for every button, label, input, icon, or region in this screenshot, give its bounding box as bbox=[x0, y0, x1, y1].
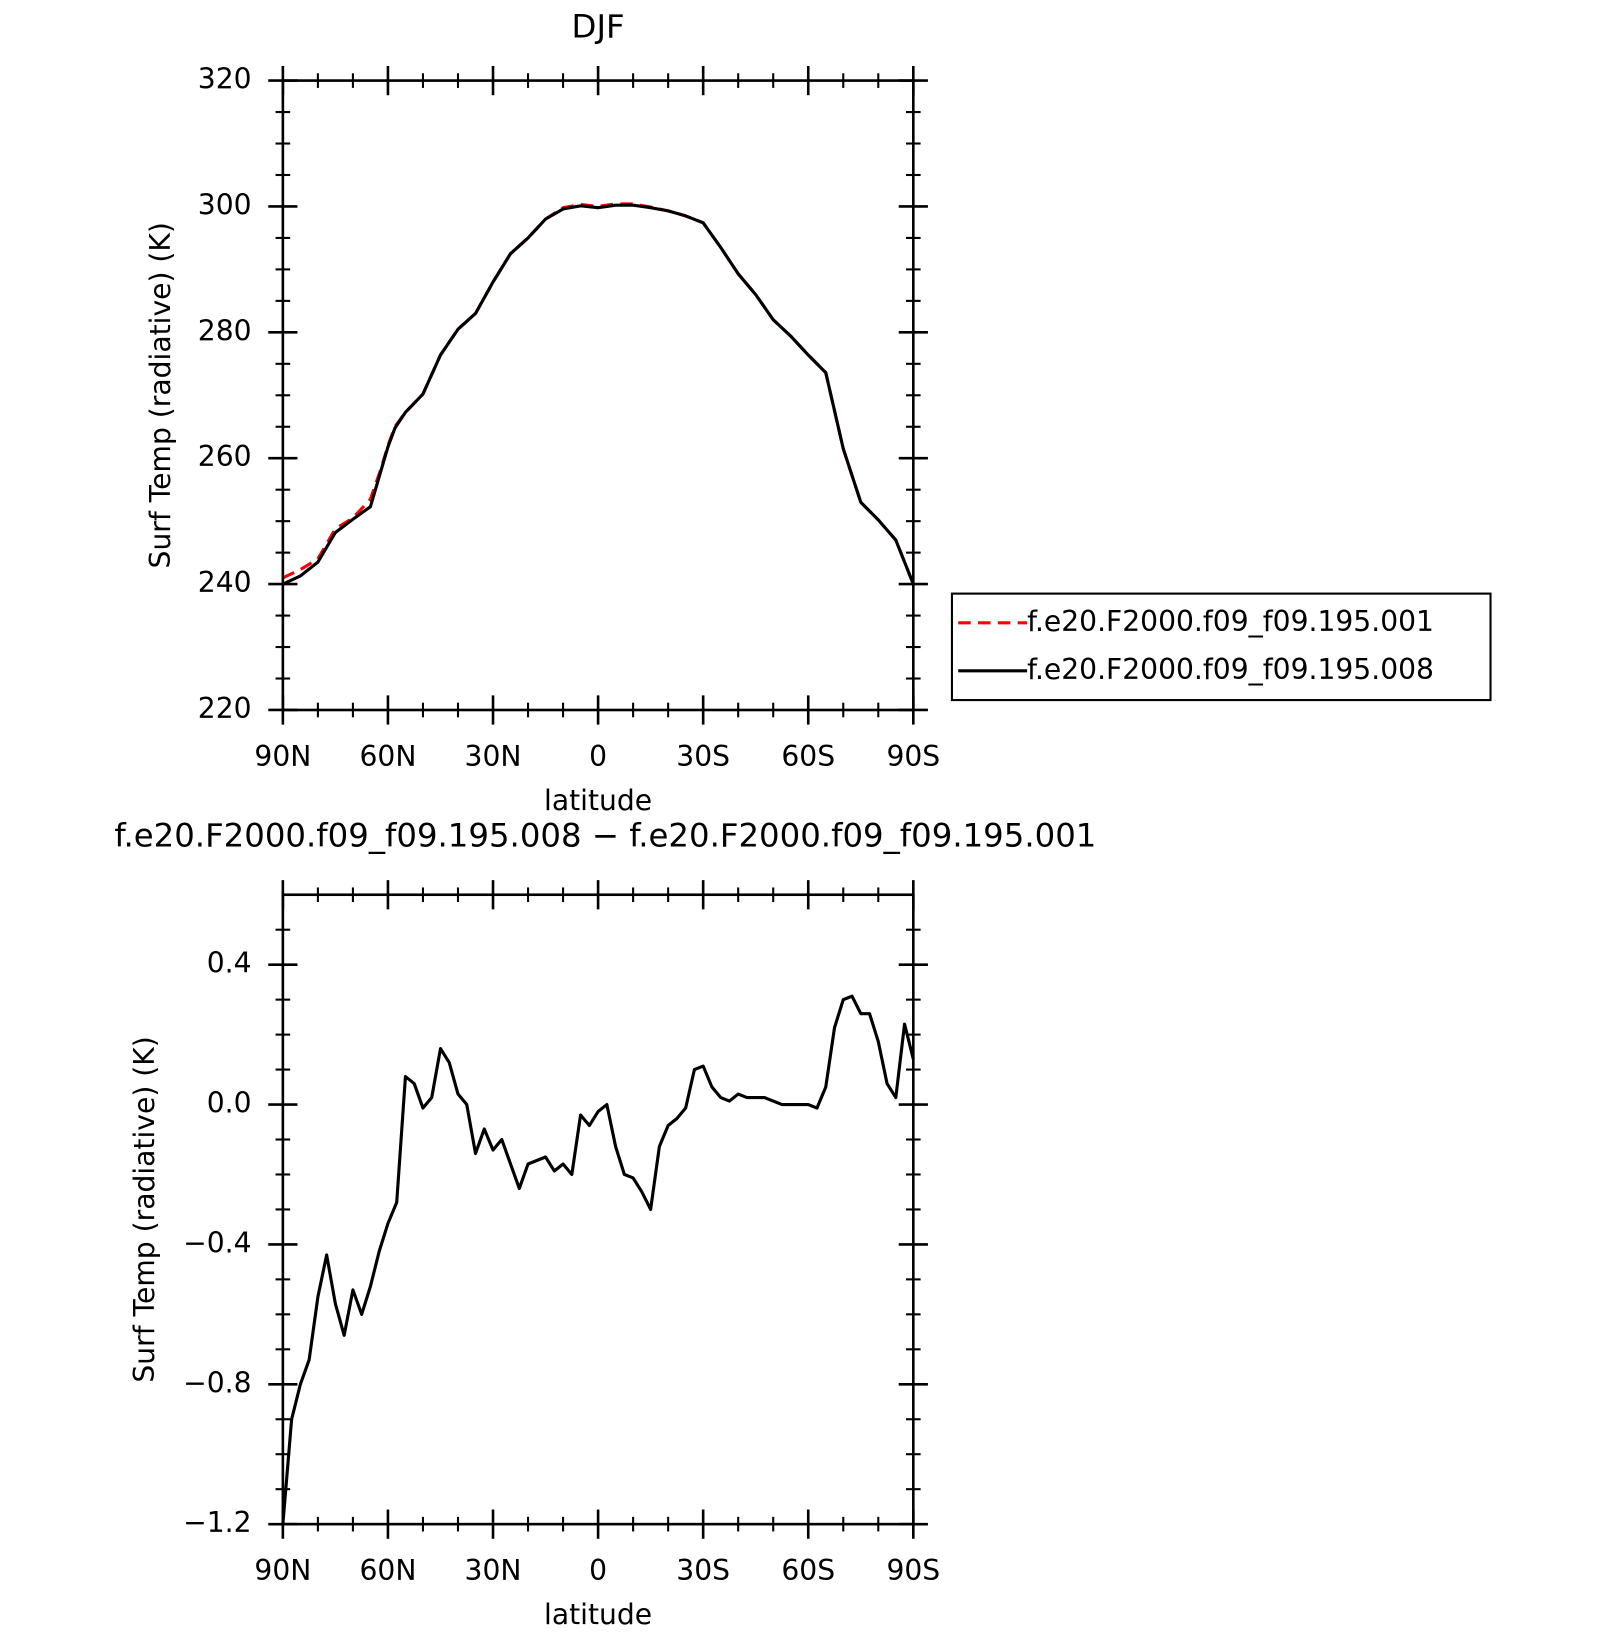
y-tick-label: 260 bbox=[198, 440, 252, 473]
x-tick-label: 60S bbox=[781, 1554, 835, 1587]
y-tick-label: 0.4 bbox=[207, 947, 252, 980]
y-tick-label: −0.4 bbox=[183, 1226, 251, 1259]
x-axis-label: latitude bbox=[544, 784, 652, 817]
plot-frame bbox=[281, 893, 915, 1526]
y-tick-label: 280 bbox=[198, 314, 252, 347]
plot-frame bbox=[281, 79, 915, 712]
chart-title: f.e20.F2000.f09_f09.195.008 − f.e20.F200… bbox=[114, 816, 1096, 854]
data-line bbox=[281, 994, 915, 1525]
data-line bbox=[282, 203, 915, 586]
x-tick-label: 0 bbox=[589, 1554, 607, 1587]
x-axis-label: latitude bbox=[544, 1598, 652, 1631]
legend-label: f.e20.F2000.f09_f09.195.008 bbox=[1027, 653, 1434, 686]
x-tick-label: 30N bbox=[465, 740, 522, 773]
x-tick-label: 30S bbox=[676, 740, 730, 773]
y-tick-label: 0.0 bbox=[207, 1087, 252, 1120]
y-tick-label: 240 bbox=[198, 566, 252, 599]
x-tick-label: 90S bbox=[886, 740, 940, 773]
x-tick-label: 90S bbox=[886, 1554, 940, 1587]
chart-title: DJF bbox=[572, 7, 625, 45]
y-tick-label: 300 bbox=[198, 188, 252, 221]
x-tick-label: 60N bbox=[359, 740, 416, 773]
x-tick-label: 30S bbox=[676, 1554, 730, 1587]
y-tick-label: 320 bbox=[198, 63, 252, 96]
legend-label: f.e20.F2000.f09_f09.195.001 bbox=[1027, 605, 1434, 638]
x-tick-label: 60S bbox=[781, 740, 835, 773]
x-tick-label: 90N bbox=[254, 740, 311, 773]
x-tick-label: 30N bbox=[465, 1554, 522, 1587]
y-axis-label: Surf Temp (radiative) (K) bbox=[144, 222, 177, 568]
x-tick-label: 0 bbox=[589, 740, 607, 773]
y-axis-label: Surf Temp (radiative) (K) bbox=[128, 1036, 161, 1382]
data-line bbox=[282, 202, 915, 585]
y-tick-label: −1.2 bbox=[183, 1506, 251, 1539]
x-tick-label: 90N bbox=[254, 1554, 311, 1587]
x-tick-label: 60N bbox=[359, 1554, 416, 1587]
y-tick-label: −0.8 bbox=[183, 1366, 251, 1399]
y-tick-label: 220 bbox=[198, 692, 252, 725]
legend-box bbox=[950, 592, 1492, 702]
